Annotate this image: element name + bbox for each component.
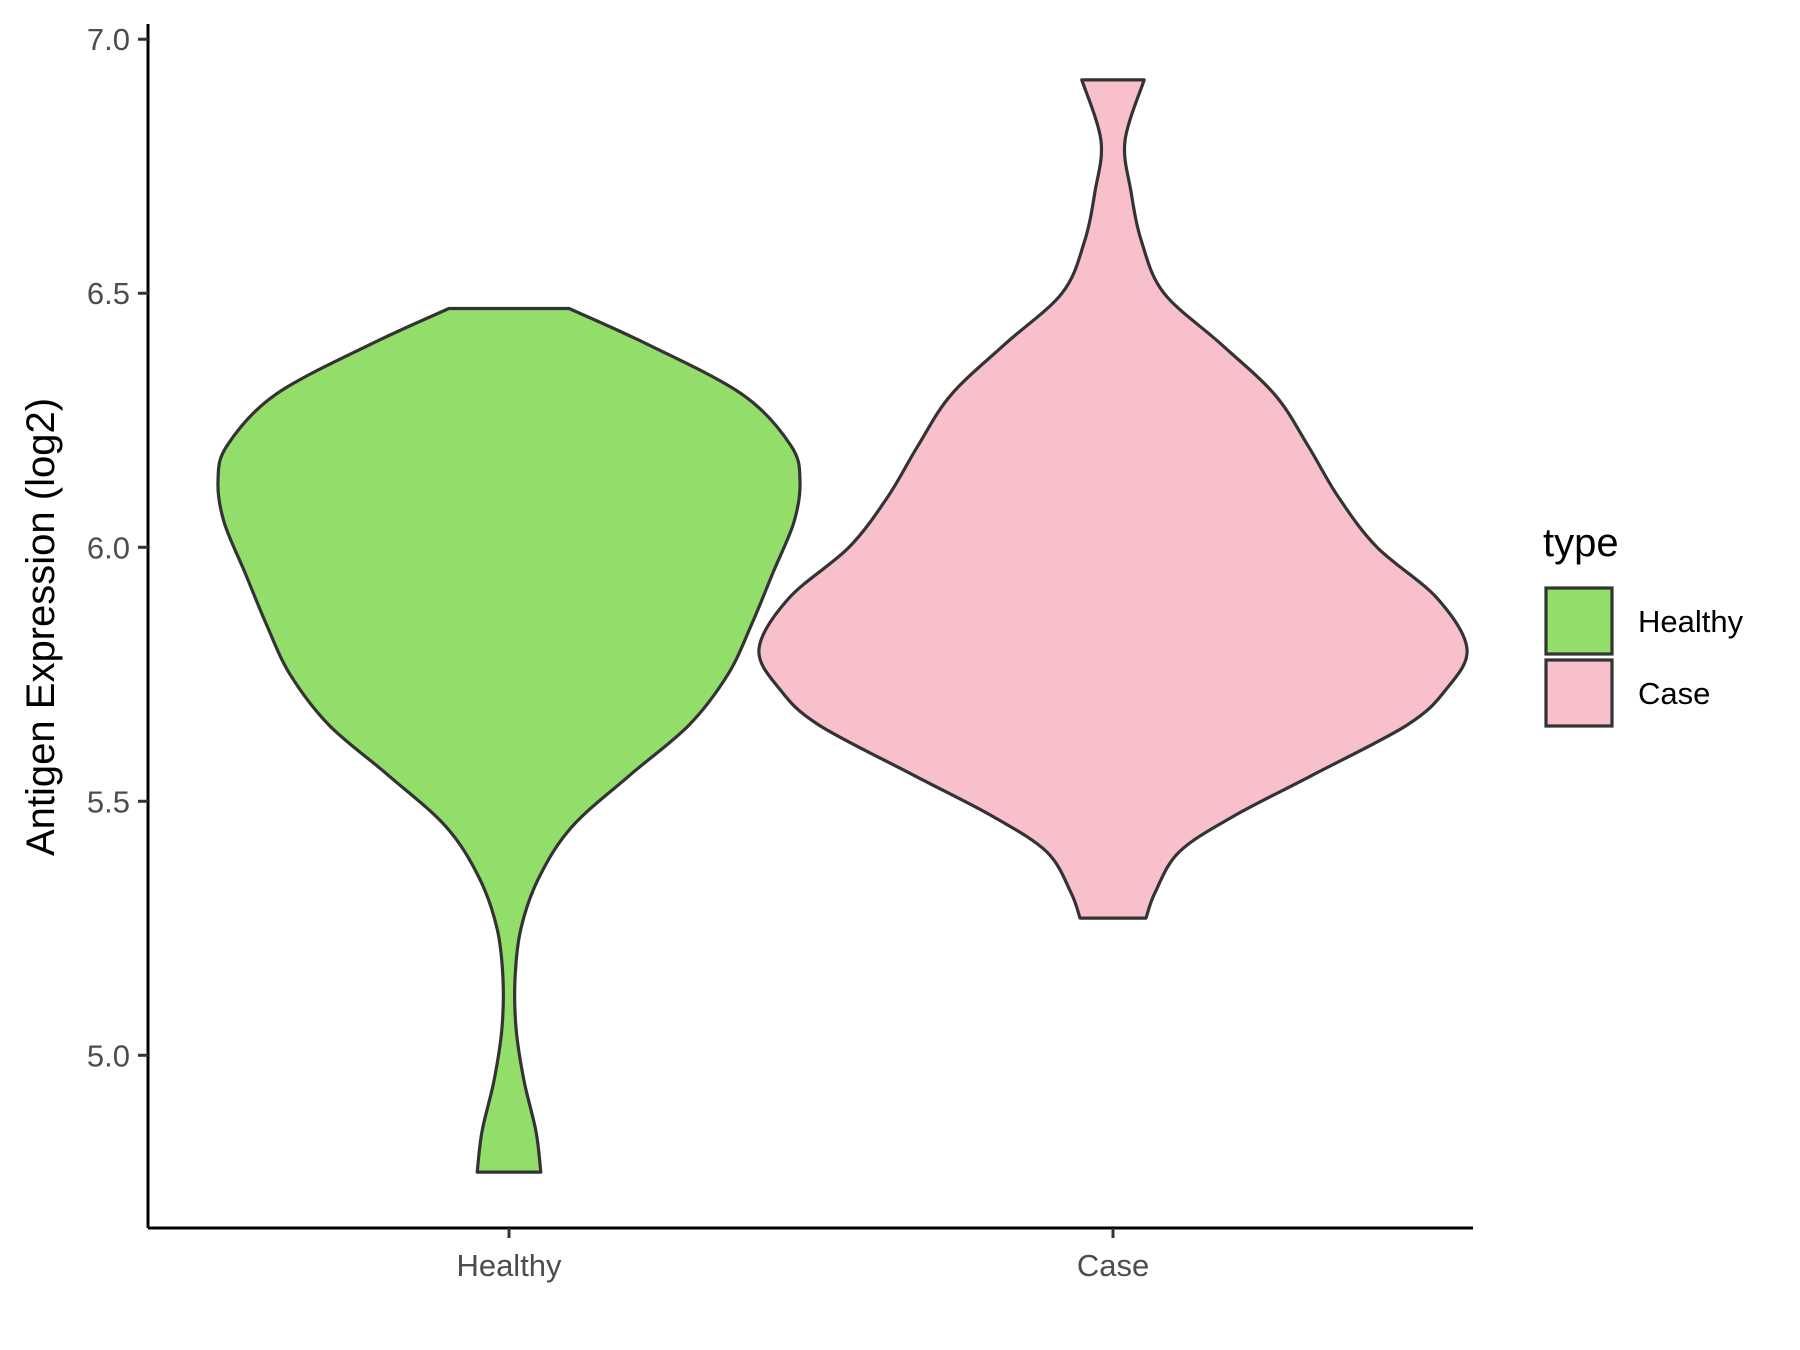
y-tick-label: 7.0: [87, 22, 130, 57]
y-tick-label: 6.0: [87, 530, 130, 565]
legend-label: Healthy: [1638, 604, 1744, 639]
y-axis-title: Antigen Expression (log2): [19, 398, 63, 856]
legend: type Healthy Case: [1543, 521, 1744, 728]
legend-title: type: [1543, 521, 1619, 565]
y-tick-label: 5.5: [87, 784, 130, 819]
axes: 5.0 5.5 6.0 6.5 7.0 Healthy Case: [87, 22, 1473, 1283]
violin-case: [757, 78, 1469, 920]
legend-key-healthy: [1544, 586, 1614, 656]
y-tick-label: 6.5: [87, 276, 130, 311]
violin-layer: [216, 78, 1469, 1174]
legend-label: Case: [1638, 676, 1710, 711]
legend-key-case: [1544, 658, 1614, 728]
x-tick-label: Healthy: [456, 1248, 562, 1283]
violin-healthy: [216, 306, 802, 1174]
x-tick-label: Case: [1077, 1248, 1149, 1283]
y-tick-label: 5.0: [87, 1038, 130, 1073]
